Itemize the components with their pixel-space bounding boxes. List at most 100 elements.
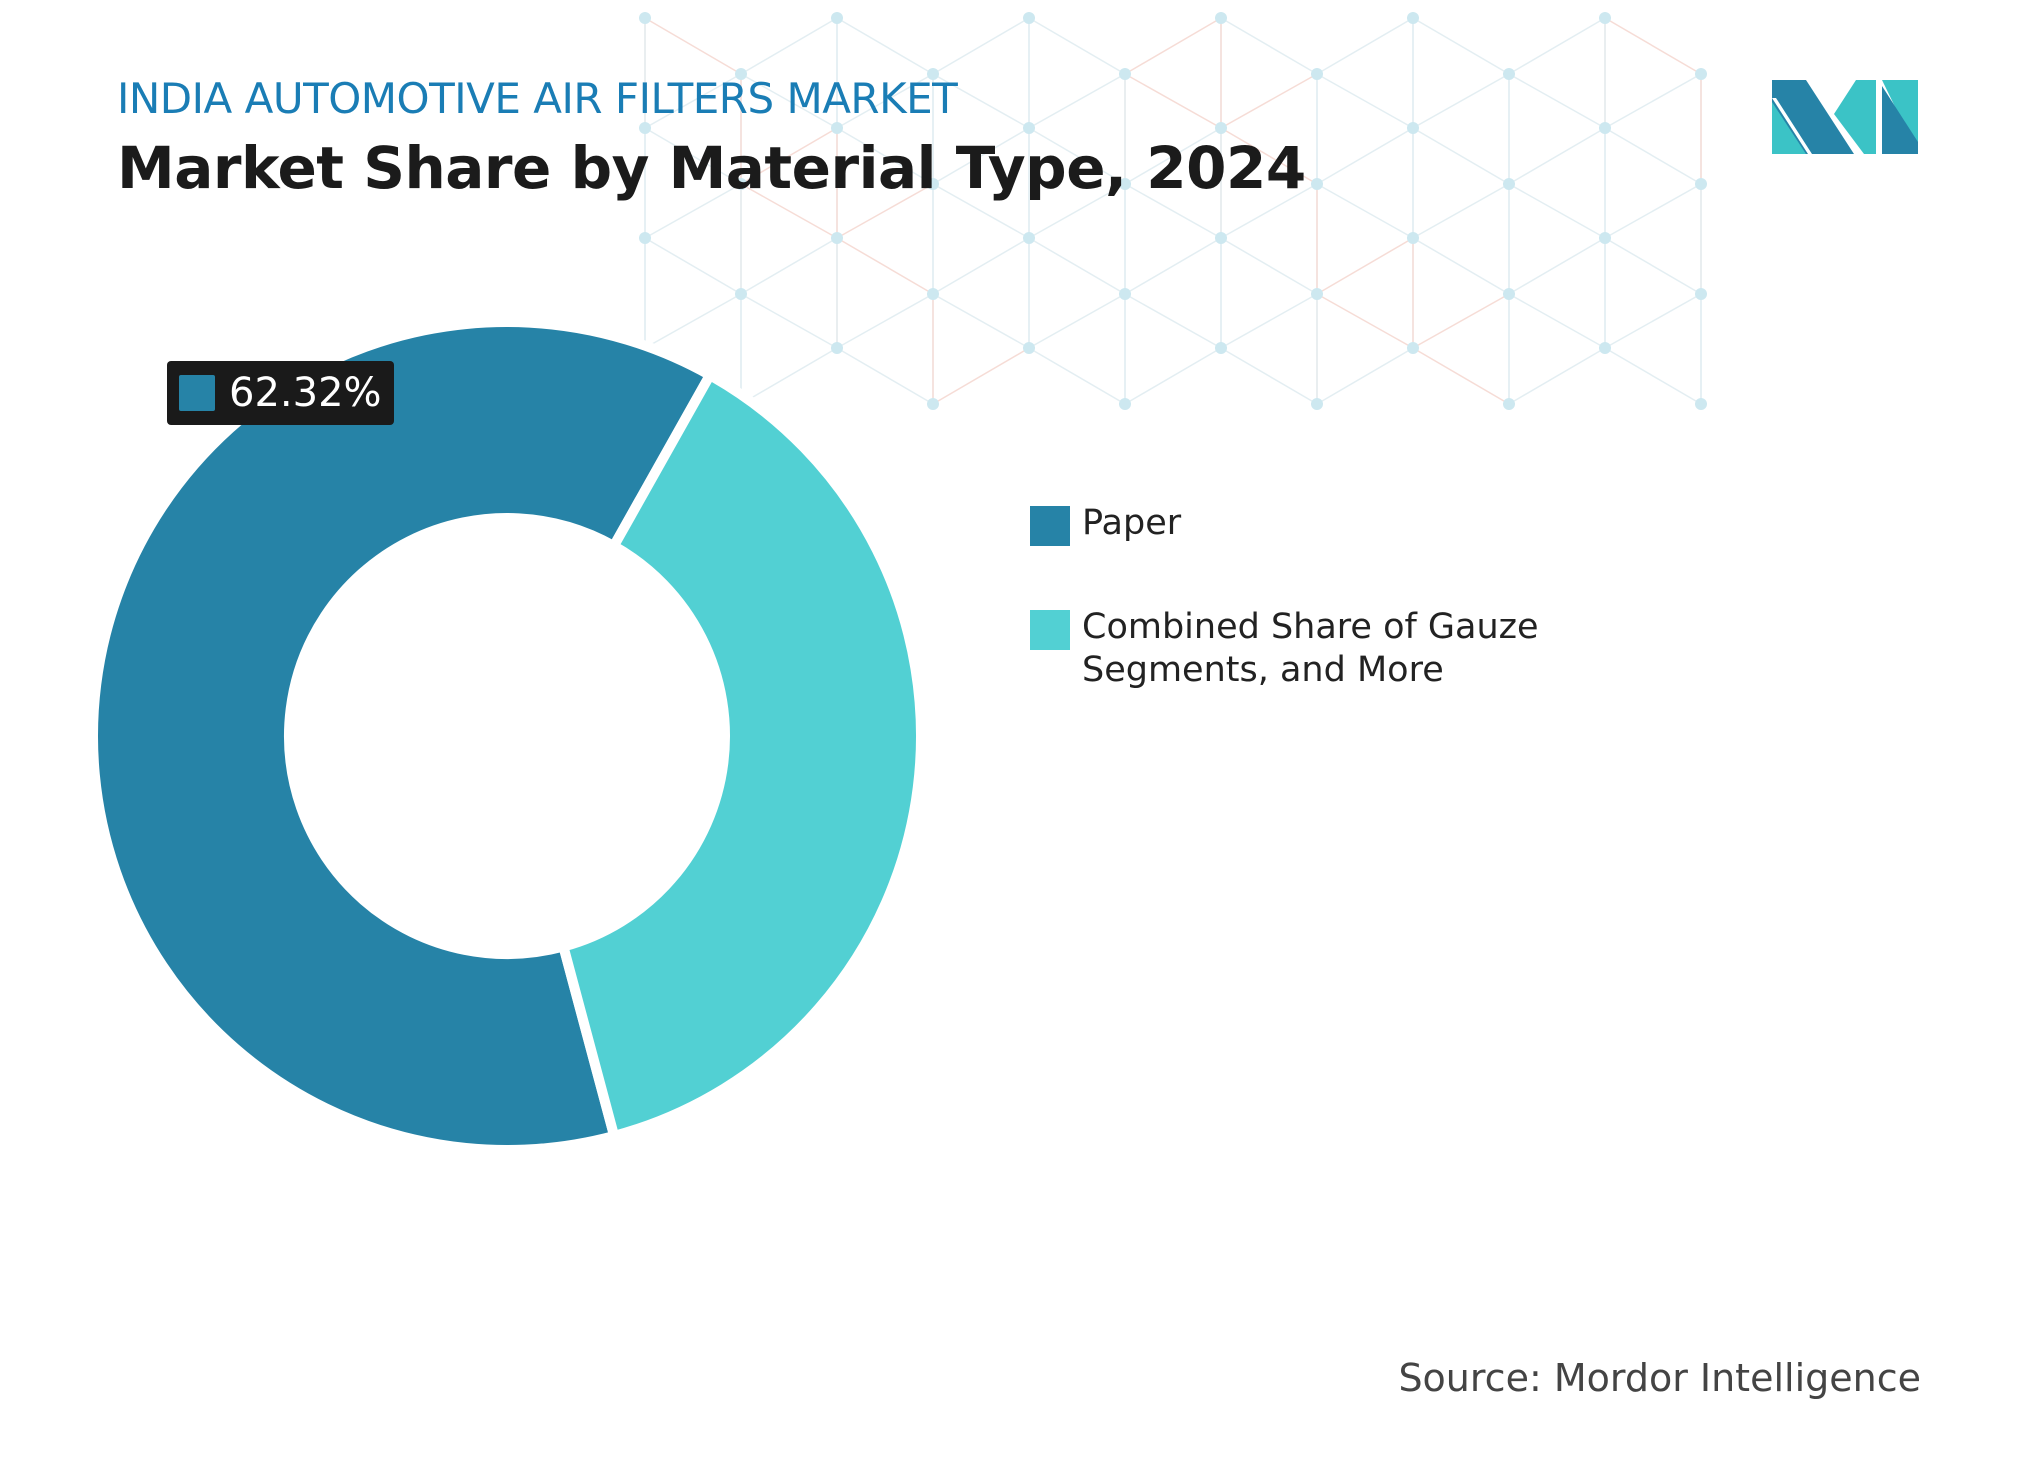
pattern-dot: [1407, 122, 1419, 134]
pattern-dot: [1023, 12, 1035, 24]
pattern-dot: [831, 12, 843, 24]
pattern-dot: [639, 232, 651, 244]
pattern-line: [1508, 17, 1606, 75]
pattern-line: [644, 293, 742, 349]
pattern-dot: [1599, 232, 1611, 244]
pattern-dot: [735, 68, 747, 80]
pattern-dot: [1215, 342, 1227, 354]
pattern-dot: [1695, 178, 1707, 190]
pattern-line: [1220, 237, 1318, 295]
pattern-line: [1316, 127, 1414, 185]
mordor-intelligence-logo-icon: [1772, 80, 1918, 154]
legend-swatch-combined: [1030, 610, 1070, 650]
pattern-dot: [1119, 398, 1131, 410]
pattern-line: [1028, 237, 1126, 295]
pattern-dot: [1695, 68, 1707, 80]
pattern-line: [932, 17, 1030, 75]
pattern-line: [1316, 293, 1414, 349]
pattern-line: [1316, 17, 1414, 75]
pattern-line: [836, 73, 934, 129]
pattern-dot: [1023, 232, 1035, 244]
pattern-line: [740, 73, 838, 129]
pattern-line: [1412, 237, 1510, 295]
pattern-dot: [735, 178, 747, 190]
pattern-line: [1412, 183, 1510, 239]
pattern-line: [836, 347, 934, 405]
pattern-line: [1604, 237, 1702, 295]
pattern-line: [1124, 127, 1222, 185]
donut-slice-paper: [87, 317, 717, 1155]
pattern-line: [740, 183, 838, 239]
pattern-line: [644, 127, 742, 185]
pattern-line: [644, 73, 742, 129]
pattern-line: [1124, 183, 1222, 239]
pattern-line: [836, 293, 934, 349]
pattern-dot: [1311, 398, 1323, 410]
pattern-dot: [1407, 12, 1419, 24]
pattern-dot: [831, 122, 843, 134]
pattern-line: [1124, 347, 1222, 405]
pattern-dot: [927, 398, 939, 410]
pattern-line: [1028, 73, 1126, 129]
pattern-line: [932, 183, 1030, 239]
pattern-line: [836, 17, 934, 75]
pattern-line: [1316, 73, 1414, 129]
pattern-line: [1124, 17, 1222, 75]
pattern-dot: [1215, 232, 1227, 244]
pattern-dot: [1695, 288, 1707, 300]
data-label-text: 62.32%: [229, 370, 382, 416]
source-note: Source: Mordor Intelligence: [1398, 1356, 1921, 1400]
pattern-line: [1604, 73, 1702, 129]
pattern-dot: [735, 288, 747, 300]
pattern-line: [1412, 347, 1510, 405]
legend-label-combined: Combined Share of Gauze Segments, and Mo…: [1082, 607, 1539, 690]
pattern-dot: [831, 342, 843, 354]
pattern-line: [1604, 17, 1702, 75]
pattern-line: [932, 293, 1030, 349]
pattern-line: [1316, 183, 1414, 239]
pattern-dot: [1215, 122, 1227, 134]
pattern-line: [1028, 17, 1126, 75]
data-label-swatch: [179, 375, 215, 411]
pattern-line: [644, 17, 742, 75]
pattern-line: [1412, 293, 1510, 349]
pattern-line: [1124, 73, 1222, 129]
pattern-dot: [639, 12, 651, 24]
donut-slice-combined: [557, 368, 926, 1143]
pattern-dot: [1503, 68, 1515, 80]
pattern-dot: [831, 232, 843, 244]
pattern-line: [1412, 73, 1510, 129]
pattern-dot: [1119, 178, 1131, 190]
pattern-dot: [1407, 232, 1419, 244]
donut-chart: [87, 317, 926, 1155]
pattern-dot: [1023, 122, 1035, 134]
pattern-line: [1508, 127, 1606, 185]
pattern-dot: [1599, 12, 1611, 24]
pattern-line: [1604, 127, 1702, 185]
pattern-line: [1604, 293, 1702, 349]
pattern-dot: [1119, 68, 1131, 80]
pattern-line: [1028, 183, 1126, 239]
pattern-line: [1028, 347, 1126, 405]
pattern-dot: [1503, 178, 1515, 190]
pattern-dot: [1215, 12, 1227, 24]
pattern-line: [932, 237, 1030, 295]
legend-item-paper: Paper: [1030, 492, 1602, 546]
pattern-line: [836, 237, 934, 295]
pattern-dot: [1695, 398, 1707, 410]
pattern-line: [1124, 293, 1222, 349]
pattern-line: [1412, 17, 1510, 75]
legend-label-paper: Paper: [1082, 503, 1182, 543]
pattern-dot: [1311, 288, 1323, 300]
pattern-line: [740, 347, 838, 405]
pattern-line: [1316, 347, 1414, 405]
pattern-line: [1220, 127, 1318, 185]
pattern-dot: [639, 122, 651, 134]
pattern-line: [740, 127, 838, 185]
chart-title: Market Share by Material Type, 2024: [117, 134, 1306, 202]
pattern-line: [740, 17, 838, 75]
pattern-line: [1316, 237, 1414, 295]
pattern-dot: [927, 68, 939, 80]
pattern-line: [1508, 183, 1606, 239]
pattern-line: [1508, 293, 1606, 349]
